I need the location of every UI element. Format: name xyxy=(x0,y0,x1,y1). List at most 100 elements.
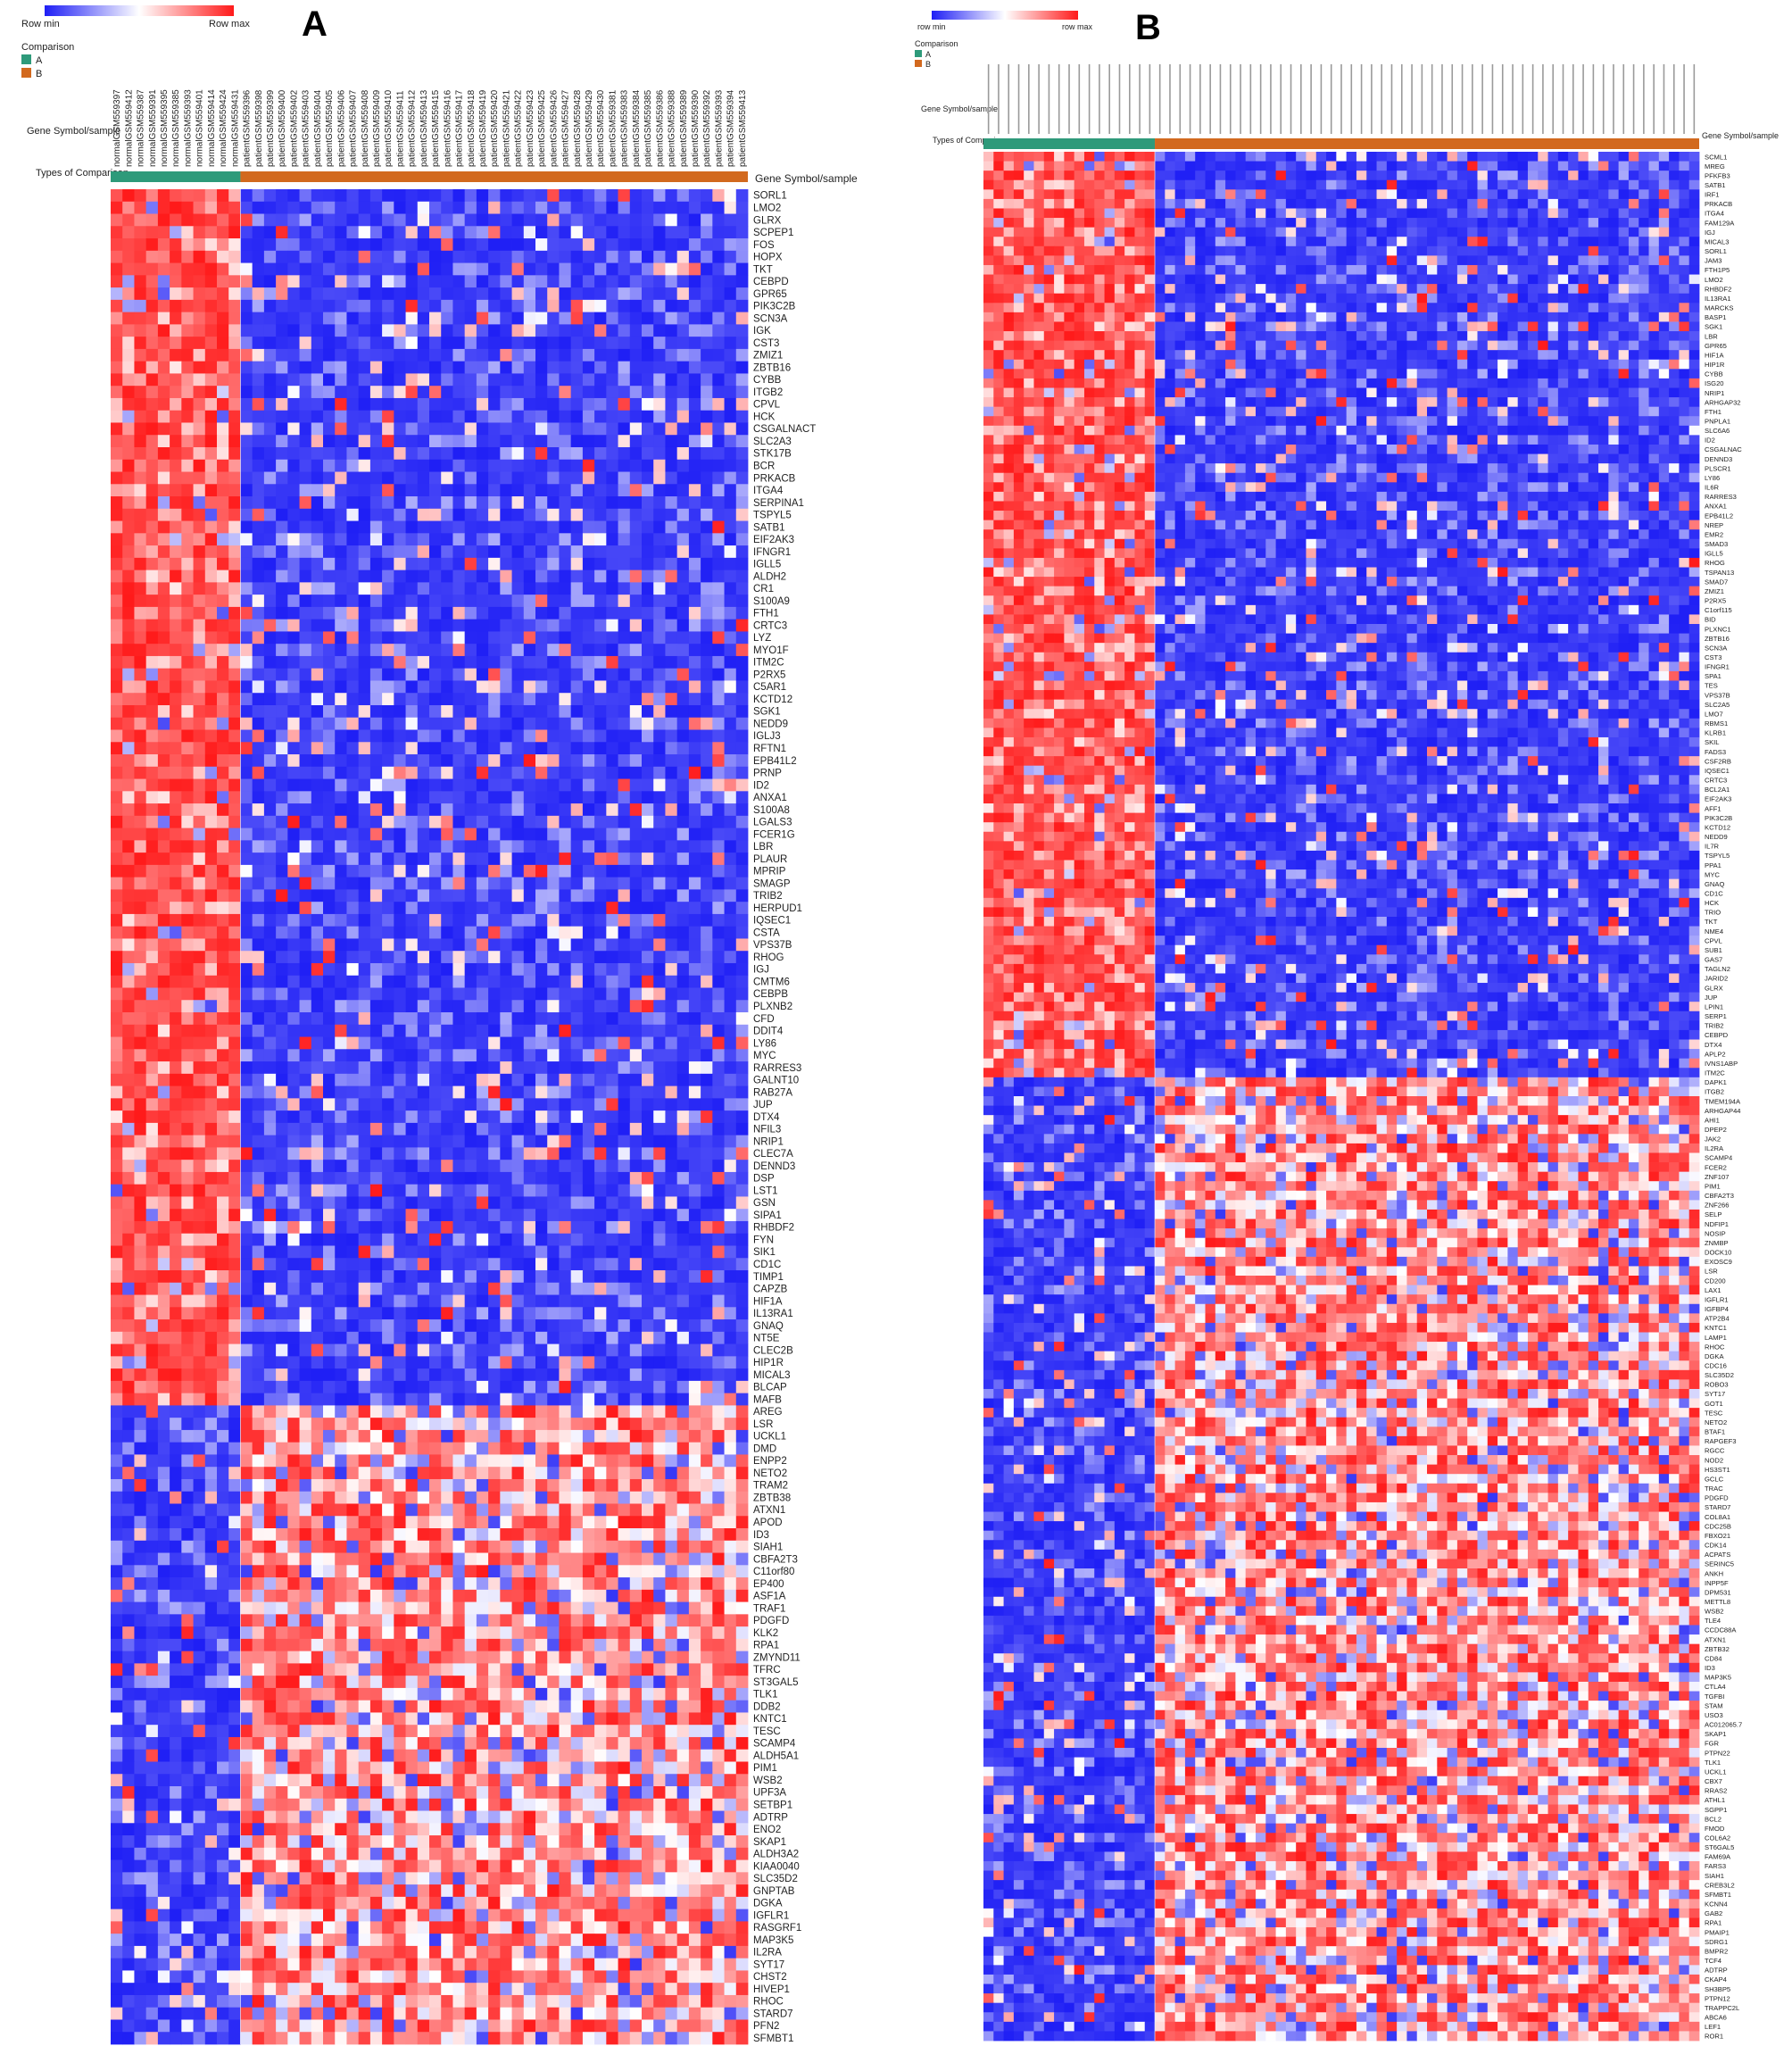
heatmap-cell xyxy=(170,1196,182,1209)
heatmap-cell xyxy=(429,1135,442,1148)
heatmap-cell xyxy=(725,644,737,656)
heatmap-cell xyxy=(287,411,300,423)
heatmap-cell xyxy=(677,398,690,411)
heatmap-cell xyxy=(134,1283,146,1295)
heatmap-cell xyxy=(653,951,666,963)
heatmap-cell xyxy=(300,705,312,718)
heatmap-cell xyxy=(594,411,607,423)
heatmap-cell xyxy=(406,398,419,411)
heatmap-cell xyxy=(606,1147,618,1160)
heatmap-cell xyxy=(477,828,489,841)
heatmap-cell xyxy=(630,976,643,988)
heatmap-cell xyxy=(264,767,277,779)
heatmap-cell xyxy=(359,435,371,447)
heatmap-cell xyxy=(559,1172,571,1185)
heatmap-cell xyxy=(630,398,643,411)
heatmap-cell xyxy=(653,447,666,460)
heatmap-cell xyxy=(359,865,371,877)
heatmap-cell xyxy=(488,533,501,545)
heatmap-cell xyxy=(452,927,465,939)
heatmap-cell xyxy=(194,1160,206,1172)
heatmap-cell xyxy=(642,496,654,509)
heatmap-cell xyxy=(642,422,654,435)
heatmap-cell xyxy=(571,1110,584,1123)
heatmap-cell xyxy=(146,472,159,485)
sample-label: patientGSM559413 xyxy=(419,89,429,167)
heatmap-cell xyxy=(429,1221,442,1234)
heatmap-cell xyxy=(217,988,229,1001)
heatmap-cell xyxy=(287,545,300,558)
heatmap-cell xyxy=(111,779,123,792)
heatmap-cell xyxy=(547,767,560,779)
heatmap-cell xyxy=(535,791,548,803)
heatmap-cell xyxy=(276,1086,288,1099)
heatmap-cell xyxy=(618,620,631,632)
heatmap-cell xyxy=(441,779,453,792)
heatmap-cell xyxy=(429,558,442,570)
heatmap-cell xyxy=(500,422,512,435)
heatmap-cell xyxy=(512,877,525,890)
heatmap-cell xyxy=(725,840,737,852)
heatmap-cell xyxy=(606,877,618,890)
heatmap-cell xyxy=(346,214,359,227)
heatmap-cell xyxy=(618,742,631,754)
heatmap-cell xyxy=(701,287,713,300)
heatmap-cell xyxy=(725,1283,737,1295)
heatmap-cell xyxy=(429,889,442,902)
heatmap-cell xyxy=(370,705,383,718)
heatmap-cell xyxy=(287,447,300,460)
heatmap-cell xyxy=(465,521,477,534)
heatmap-cell xyxy=(122,938,135,951)
heatmap-cell xyxy=(429,312,442,325)
heatmap-cell xyxy=(500,1086,512,1099)
heatmap-cell xyxy=(382,1074,394,1086)
heatmap-cell xyxy=(359,324,371,337)
heatmap-cell xyxy=(606,1025,618,1037)
heatmap-cell xyxy=(406,889,419,902)
heatmap-cell xyxy=(406,1295,419,1308)
heatmap-cell xyxy=(370,963,383,976)
heatmap-cell xyxy=(382,607,394,620)
heatmap-cell xyxy=(712,1185,725,1197)
heatmap-cell xyxy=(677,300,690,312)
heatmap-cell xyxy=(736,1049,749,1061)
heatmap-cell xyxy=(736,595,749,607)
heatmap-cell xyxy=(689,1000,701,1012)
heatmap-cell xyxy=(712,509,725,521)
heatmap-cell xyxy=(181,1307,194,1319)
heatmap-cell xyxy=(535,693,548,705)
heatmap-cell xyxy=(689,1049,701,1061)
heatmap-cell xyxy=(287,631,300,644)
heatmap-cell xyxy=(477,705,489,718)
heatmap-cell xyxy=(418,422,430,435)
heatmap-cell xyxy=(194,1049,206,1061)
heatmap-cell xyxy=(583,1160,595,1172)
heatmap-cell xyxy=(276,1061,288,1074)
heatmap-cell xyxy=(452,803,465,816)
heatmap-cell xyxy=(477,595,489,607)
heatmap-cell xyxy=(725,349,737,362)
heatmap-cell xyxy=(606,840,618,852)
heatmap-cell xyxy=(583,742,595,754)
heatmap-cell xyxy=(701,1135,713,1148)
heatmap-cell xyxy=(452,840,465,852)
heatmap-cell xyxy=(547,1098,560,1110)
heatmap-cell xyxy=(240,938,253,951)
heatmap-cell xyxy=(594,447,607,460)
heatmap-cell xyxy=(488,337,501,349)
heatmap-cell xyxy=(300,275,312,287)
heatmap-cell xyxy=(547,828,560,841)
heatmap-cell xyxy=(477,214,489,227)
heatmap-cell xyxy=(665,349,677,362)
heatmap-cell xyxy=(677,779,690,792)
heatmap-cell xyxy=(335,976,347,988)
heatmap-cell xyxy=(146,1147,159,1160)
heatmap-cell xyxy=(300,754,312,767)
heatmap-cell xyxy=(618,754,631,767)
heatmap-cell xyxy=(441,398,453,411)
heatmap-cell xyxy=(583,496,595,509)
heatmap-cell xyxy=(311,914,324,927)
heatmap-cell xyxy=(594,312,607,325)
heatmap-cell xyxy=(488,1086,501,1099)
heatmap-cell xyxy=(665,607,677,620)
